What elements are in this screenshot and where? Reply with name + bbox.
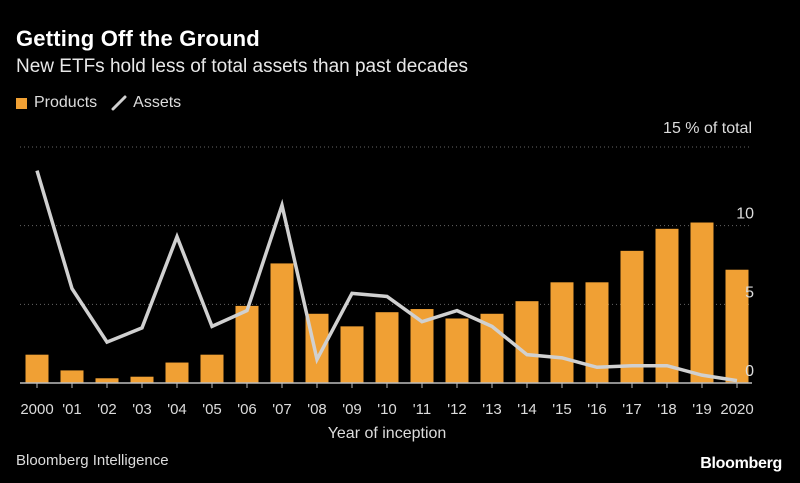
bar-14 bbox=[515, 301, 539, 383]
bar-18 bbox=[655, 228, 679, 383]
chart-subtitle: New ETFs hold less of total assets than … bbox=[16, 56, 469, 77]
x-tick-label: '16 bbox=[587, 401, 607, 418]
bar-12 bbox=[445, 318, 469, 383]
x-tick-label: 2020 bbox=[720, 401, 753, 418]
x-tick-label: '08 bbox=[307, 401, 327, 418]
chart-title: Getting Off the Ground bbox=[16, 26, 260, 51]
x-tick-label: '01 bbox=[62, 401, 82, 418]
x-tick-label: '14 bbox=[517, 401, 537, 418]
bar-07 bbox=[270, 263, 294, 383]
y-tick-label: 0 bbox=[745, 363, 754, 380]
legend-assets-label: Assets bbox=[133, 94, 182, 111]
y-axis-unit-label: 15 % of total bbox=[663, 120, 752, 137]
bar-10 bbox=[375, 312, 399, 383]
x-tick-label: '02 bbox=[97, 401, 117, 418]
bar-2020 bbox=[725, 269, 749, 383]
legend-assets-swatch bbox=[111, 95, 127, 111]
x-tick-label: '06 bbox=[237, 401, 257, 418]
x-tick-label: '17 bbox=[622, 401, 642, 418]
bar-05 bbox=[200, 354, 224, 383]
legend: Products Assets bbox=[16, 94, 181, 112]
x-tick-label: '11 bbox=[413, 401, 431, 418]
x-axis-title: Year of inception bbox=[328, 425, 447, 442]
bar-01 bbox=[60, 370, 84, 383]
y-tick-label: 5 bbox=[745, 284, 754, 301]
y-tick-label: 10 bbox=[736, 206, 754, 223]
x-tick-label: '19 bbox=[692, 401, 712, 418]
x-tick-label: '05 bbox=[202, 401, 222, 418]
bar-03 bbox=[130, 376, 154, 383]
source-note: Bloomberg Intelligence bbox=[16, 452, 169, 469]
bar-02 bbox=[95, 378, 119, 383]
bar-17 bbox=[620, 250, 644, 383]
bar-15 bbox=[550, 282, 574, 383]
x-tick-label: '07 bbox=[272, 401, 292, 418]
bar-04 bbox=[165, 362, 189, 383]
x-tick-label: '15 bbox=[552, 401, 572, 418]
bar-2000 bbox=[25, 354, 49, 383]
bar-06 bbox=[235, 305, 259, 383]
legend-products-swatch bbox=[16, 97, 27, 109]
x-tick-label: '09 bbox=[342, 401, 362, 418]
x-tick-label: '10 bbox=[377, 401, 397, 418]
bloomberg-logo: Bloomberg bbox=[700, 455, 782, 472]
x-tick-label: '18 bbox=[657, 401, 677, 418]
bar-19 bbox=[690, 222, 714, 383]
bar-09 bbox=[340, 326, 364, 383]
assets-line bbox=[35, 170, 738, 383]
x-tick-label: '13 bbox=[482, 401, 502, 418]
x-tick-label: '12 bbox=[447, 401, 467, 418]
bar-16 bbox=[585, 282, 609, 383]
legend-products-label: Products bbox=[34, 94, 98, 111]
bar-11 bbox=[410, 309, 434, 383]
x-tick-label: '04 bbox=[167, 401, 187, 418]
x-tick-label: '03 bbox=[132, 401, 152, 418]
x-tick-label: 2000 bbox=[20, 401, 53, 418]
